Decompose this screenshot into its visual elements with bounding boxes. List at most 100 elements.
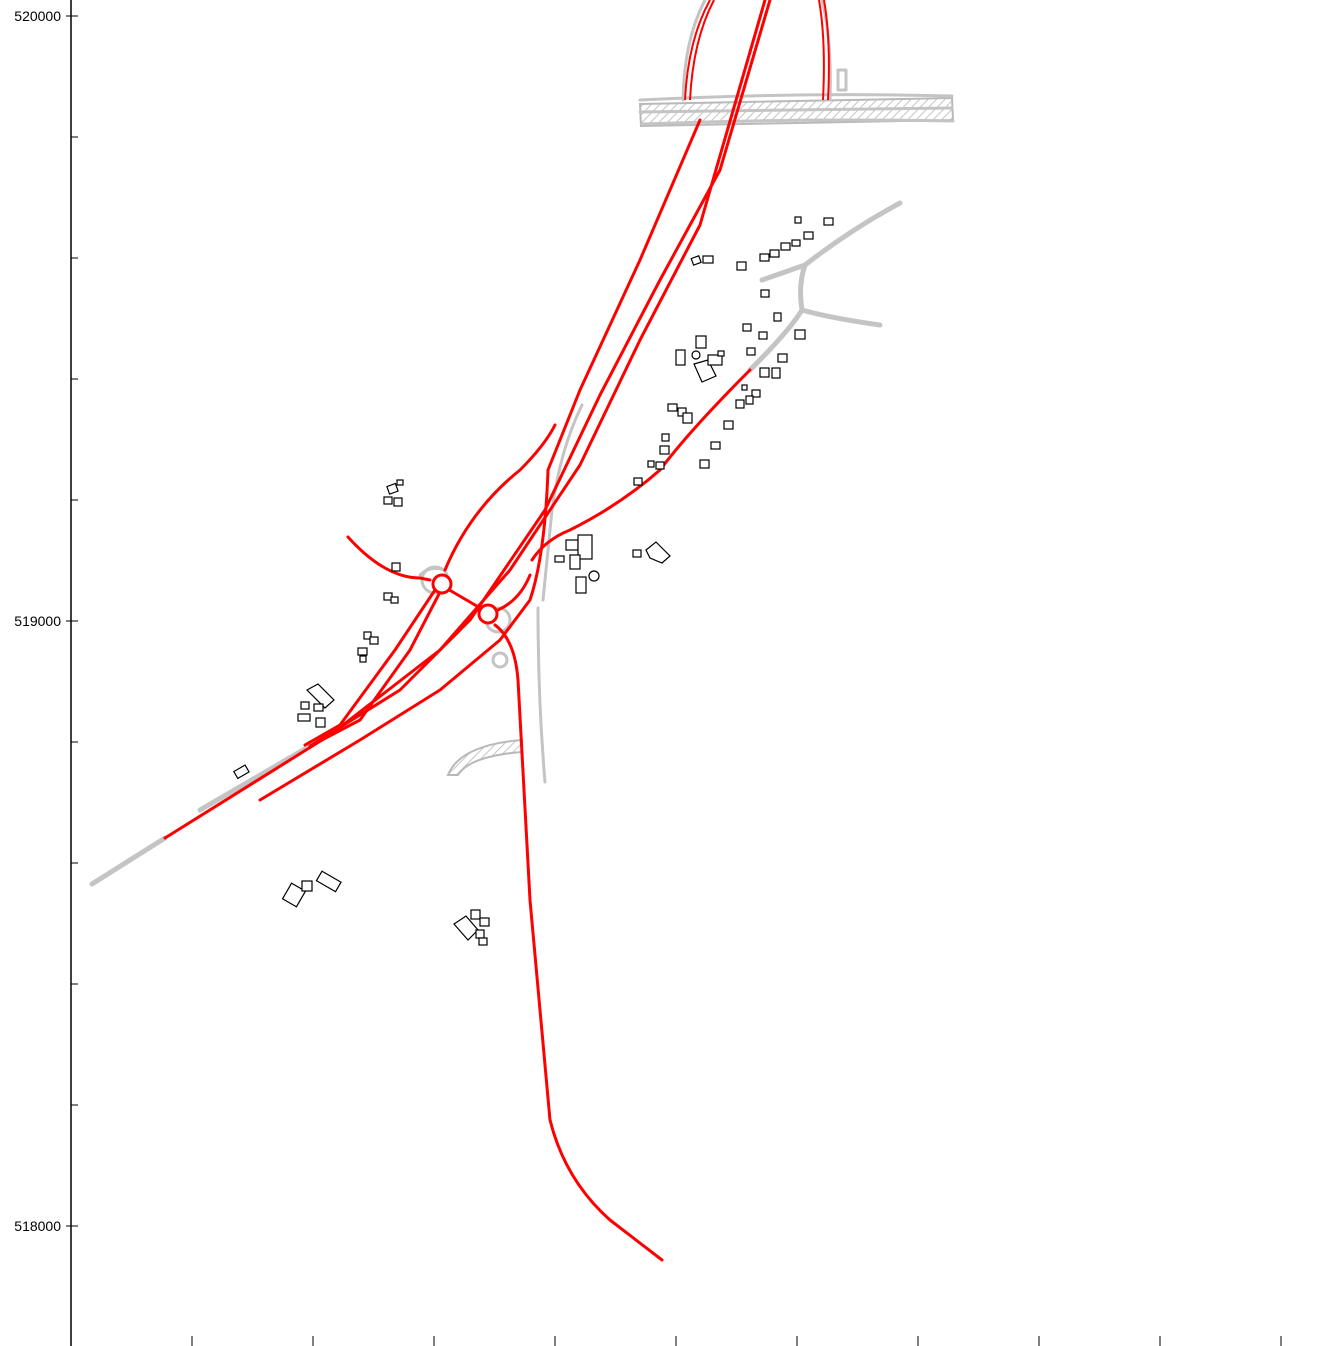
building [702, 255, 714, 264]
village-road-north-spur [759, 262, 808, 283]
building [677, 407, 687, 417]
northern-spur-stub [836, 68, 848, 92]
building [682, 412, 693, 424]
building [759, 253, 770, 262]
building [717, 350, 725, 357]
building [575, 576, 587, 594]
building [710, 441, 721, 450]
building [313, 703, 324, 712]
roundabout-connector [418, 566, 447, 577]
building [794, 216, 802, 224]
building [369, 636, 379, 645]
village-road-east-spur [799, 307, 883, 328]
western-link-road [197, 743, 313, 813]
building [633, 477, 643, 486]
y-major-ticks [66, 15, 78, 1227]
northern-carriageway-bottom [640, 118, 955, 126]
building [315, 717, 326, 728]
building [577, 534, 593, 560]
building [300, 701, 310, 710]
building [707, 354, 723, 366]
building [771, 367, 781, 379]
building [647, 460, 655, 468]
x-axis-ticks [191, 1336, 1282, 1346]
building [675, 349, 686, 366]
building [758, 331, 768, 340]
building [390, 596, 399, 604]
scheme-roads-layer [163, 0, 830, 1262]
building [306, 683, 335, 709]
building [690, 255, 702, 266]
building [565, 539, 579, 551]
building [659, 445, 670, 455]
building [396, 479, 404, 486]
building [695, 335, 707, 349]
building [777, 353, 788, 363]
building [391, 562, 401, 572]
building [760, 289, 770, 298]
building [281, 882, 307, 908]
building [475, 929, 485, 939]
old-road-south-segment [536, 606, 547, 784]
building [736, 261, 747, 271]
building [823, 217, 834, 226]
southern-road [516, 678, 664, 1262]
southern-slip-hatch [446, 738, 523, 776]
building [301, 880, 313, 892]
building [745, 395, 754, 405]
building [632, 549, 642, 558]
northwest-link [346, 535, 432, 582]
building [699, 459, 710, 469]
building [794, 329, 806, 340]
northern-carriageway-top [638, 93, 954, 102]
building [363, 631, 372, 640]
building [751, 389, 761, 398]
y-tick-label-518000: 518000 [14, 1218, 61, 1234]
northern-loop-west [681, 0, 707, 102]
building [742, 323, 752, 332]
y-tick-label-520000: 520000 [14, 8, 61, 24]
building [803, 231, 814, 240]
building [769, 249, 780, 258]
east-roundabout-ne-link [496, 573, 532, 612]
building [554, 555, 565, 563]
building [478, 937, 488, 946]
west-roundabout-sw-arm-1 [303, 588, 437, 747]
building [232, 764, 250, 780]
building [386, 482, 399, 495]
building [691, 350, 701, 360]
west-roundabout-ne-arm [443, 423, 557, 572]
building [791, 239, 801, 247]
building [479, 917, 490, 927]
western-approach [89, 835, 168, 887]
east-roundabout-se-arm [493, 623, 520, 682]
main-carriageway-b [308, 0, 772, 748]
building [315, 870, 342, 893]
building [667, 403, 678, 412]
old-road-north-segment [541, 403, 584, 602]
y-minor-ticks [71, 136, 78, 1106]
northern-carriageway-median [638, 106, 954, 114]
building [746, 347, 756, 356]
buildings-layer [232, 216, 834, 946]
building [569, 554, 581, 570]
village-road-ne [802, 200, 903, 268]
building [588, 570, 600, 582]
building [655, 461, 665, 470]
building [661, 433, 670, 442]
building [357, 647, 368, 656]
building [773, 312, 782, 322]
building [297, 713, 311, 722]
building [723, 420, 734, 430]
south-roundabout-outline [491, 651, 509, 669]
building [470, 909, 481, 920]
east-roundabout [477, 603, 499, 625]
axes: 520000 519000 518000 [14, 0, 1282, 1346]
north-loop-east-2 [823, 0, 830, 101]
building [741, 384, 748, 391]
building [393, 497, 403, 507]
eastern-village-link [530, 368, 752, 562]
north-loop-east-1 [818, 0, 825, 101]
west-roundabout-sw-arm-2 [316, 590, 442, 744]
